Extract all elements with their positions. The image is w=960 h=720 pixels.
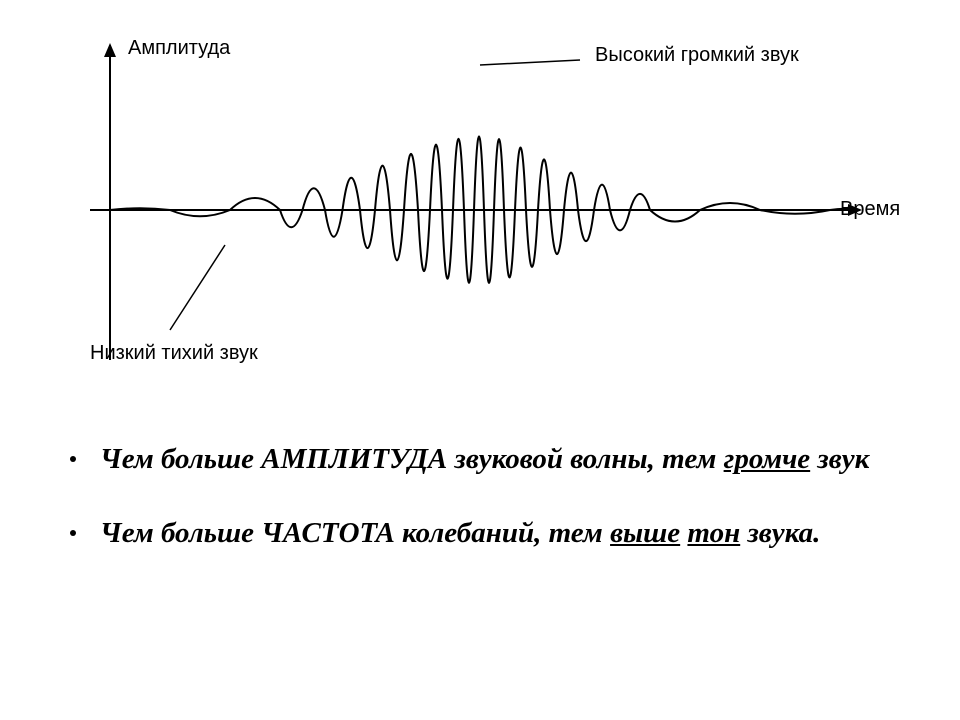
waveform-chart: Амплитуда Время Высокий громкий звук Низ… [40,30,920,410]
bullet-dot-icon [70,456,76,462]
annotation-high-loud: Высокий громкий звук [595,44,799,67]
x-axis-label: Время [840,198,900,221]
y-axis-label: Амплитуда [128,37,230,60]
description-list: Чем больше АМПЛИТУДА звуковой волны, тем… [70,440,890,588]
bullet-dot-icon [70,530,76,536]
annotation-low-quiet: Низкий тихий звук [90,342,258,365]
bullet-amplitude: Чем больше АМПЛИТУДА звуковой волны, тем… [70,440,890,479]
bullet-frequency: Чем больше ЧАСТОТА колебаний, тем выше т… [70,514,890,553]
